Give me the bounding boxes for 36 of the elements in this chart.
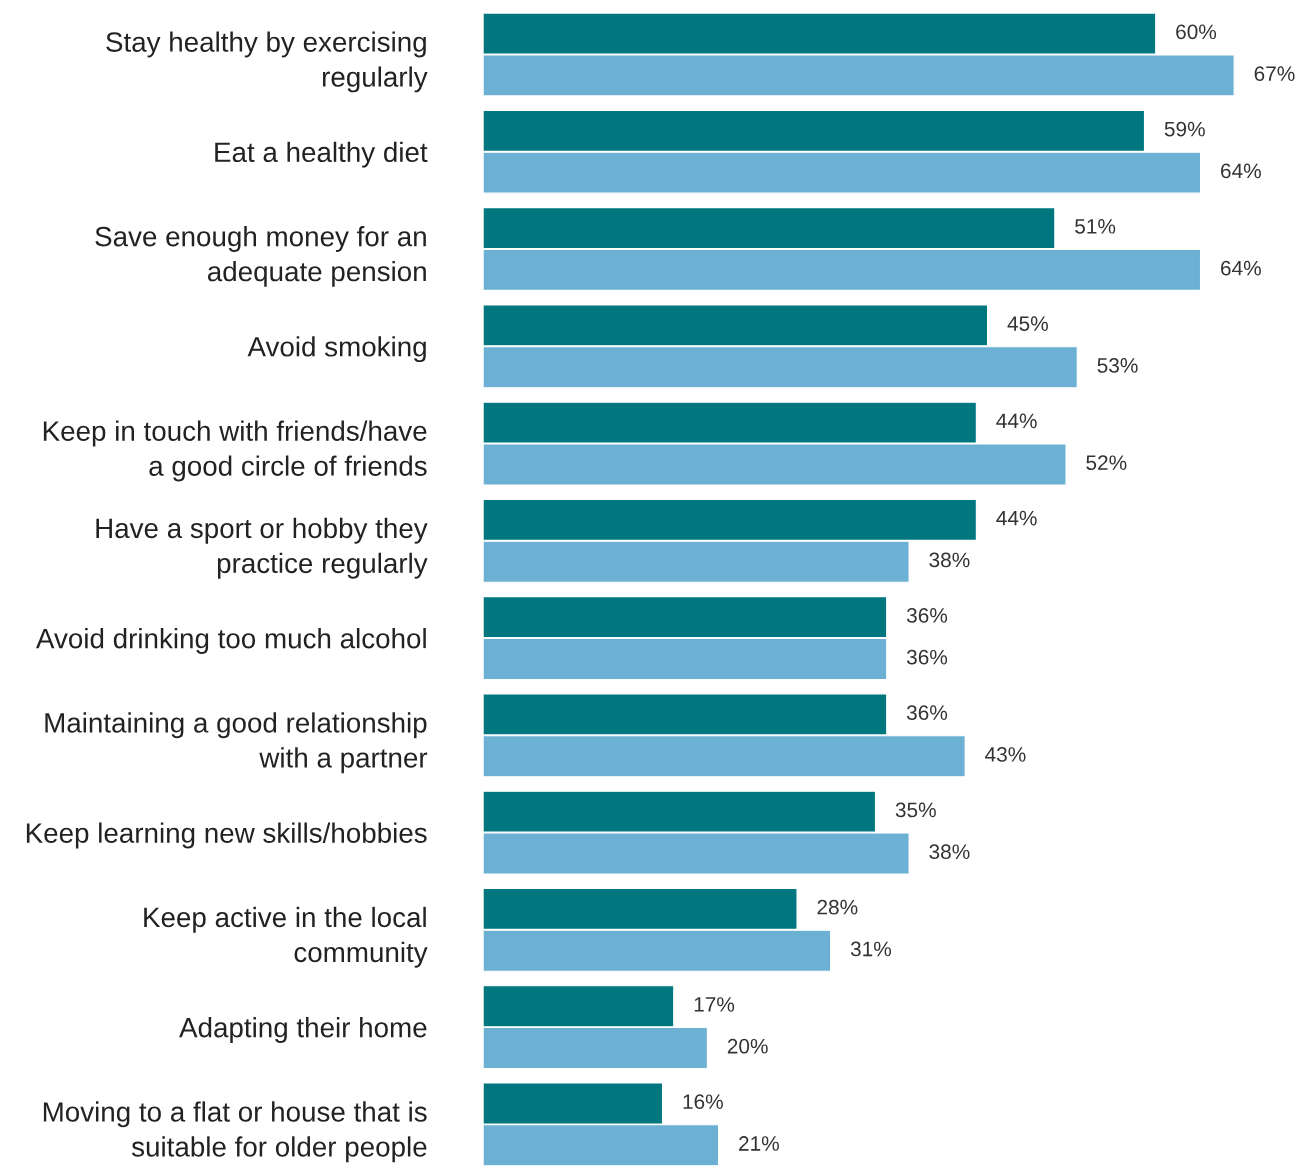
data-label: 36% (906, 649, 948, 665)
y-tick-label: Avoid drinking too much alcohol (36, 628, 426, 654)
data-label: 67% (1254, 66, 1295, 81)
data-label: 52% (1086, 455, 1127, 471)
data-label: 28% (817, 899, 858, 915)
data-label: 38% (929, 844, 970, 860)
data-label: 64% (1221, 163, 1261, 179)
data-label: 31% (850, 941, 892, 957)
data-label: 38% (929, 552, 970, 568)
y-tick-label: Keep learning new skills/hobbies (26, 822, 427, 849)
data-label: 59% (1164, 121, 1205, 137)
data-label: 53% (1097, 358, 1138, 373)
y-tick-label: Save enough money for an adequate pension (95, 226, 426, 287)
data-label: 16% (683, 1094, 723, 1110)
data-label: 21% (739, 1136, 779, 1151)
data-label: 60% (1176, 24, 1217, 40)
data-label: 45% (1007, 316, 1048, 331)
y-tick-label: Moving to a flat or house that is suitable for older people (43, 1101, 427, 1163)
data-label: 36% (906, 607, 948, 623)
y-tick-label: Avoid smoking (247, 336, 426, 363)
y-tick-label: Have a sport or hobby they practice regularly (96, 517, 428, 579)
data-label: 44% (996, 413, 1037, 429)
y-tick-label: Stay healthy by exercising regularly (106, 31, 428, 93)
data-label: 35% (895, 802, 936, 818)
y-tick-label: Maintaining a good relationship with a partner (45, 712, 428, 774)
y-tick-label: Eat a healthy diet (215, 141, 428, 168)
data-label: 64% (1221, 260, 1261, 276)
data-label: 17% (694, 997, 735, 1012)
data-label: 20% (727, 1038, 768, 1054)
data-label: 43% (985, 747, 1026, 762)
data-label: 51% (1075, 219, 1116, 234)
data-label: 44% (996, 510, 1037, 526)
data-label: 36% (906, 705, 948, 721)
y-tick-label: Keep active in the local community (144, 906, 428, 968)
y-tick-label: Adapting their home (179, 1017, 427, 1043)
y-tick-label: Keep in touch with friends/have a good circle of friends (43, 420, 427, 482)
